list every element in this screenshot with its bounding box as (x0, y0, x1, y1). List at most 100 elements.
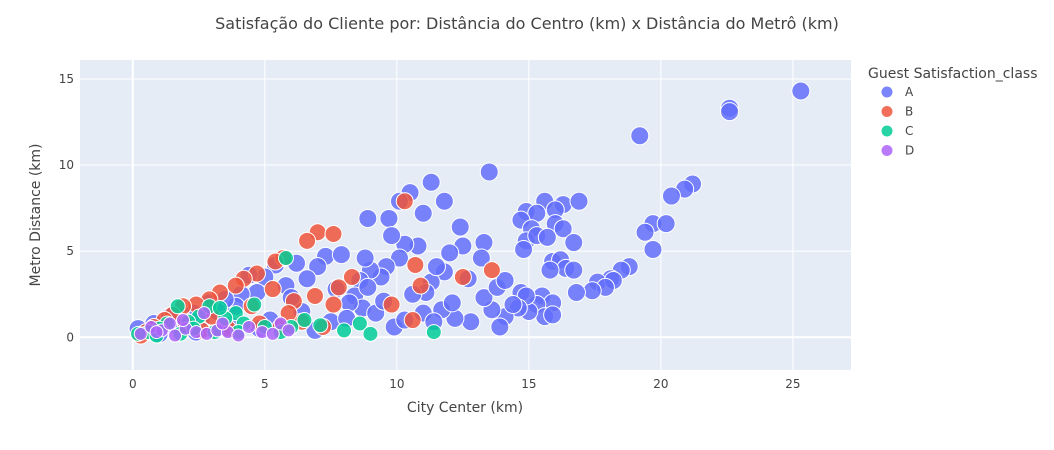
data-point-d (133, 326, 148, 341)
data-point-a (656, 214, 676, 234)
x-tick-labels: 0 5 10 15 20 25 (129, 377, 801, 391)
data-point-d (215, 316, 230, 331)
data-point-c (362, 325, 379, 342)
data-point-b (411, 276, 430, 295)
data-point-d (149, 325, 164, 340)
data-point-a (355, 248, 375, 268)
data-point-a (413, 203, 433, 223)
data-point-a (442, 293, 462, 313)
data-point-a (358, 277, 378, 297)
x-tick-label: 15 (521, 377, 536, 391)
data-point-d (197, 306, 212, 321)
legend-item-d[interactable]: D (880, 144, 914, 158)
data-point-a (474, 288, 494, 308)
legend-label: A (905, 85, 914, 99)
x-tick-label: 25 (785, 377, 800, 391)
data-point-a (421, 172, 441, 192)
data-point-b (403, 311, 422, 330)
data-point-a (490, 317, 510, 337)
data-point-c (425, 324, 442, 341)
data-point-c (211, 300, 228, 316)
data-point-d (175, 313, 190, 328)
data-point-b (406, 255, 425, 274)
data-point-a (474, 233, 494, 253)
data-point-b (298, 231, 317, 250)
legend-marker (880, 85, 894, 99)
y-tick-label: 0 (66, 330, 74, 344)
data-point-a (564, 233, 584, 253)
data-point-a (643, 239, 663, 259)
data-point-a (331, 245, 351, 265)
data-point-a (358, 208, 378, 228)
data-point-a (461, 312, 481, 332)
y-axis-label: Metro Distance (km) (28, 144, 44, 287)
data-point-a (389, 248, 409, 268)
data-point-a (543, 305, 563, 325)
legend-marker (880, 105, 894, 118)
legend-marker (880, 144, 894, 157)
x-tick-label: 0 (129, 377, 137, 391)
data-point-b (226, 276, 245, 295)
data-point-b (342, 268, 361, 286)
data-point-a (537, 227, 557, 247)
y-tick-label: 10 (59, 158, 74, 172)
data-point-a (635, 222, 655, 242)
data-point-c (351, 315, 368, 332)
series-points (128, 81, 811, 345)
data-point-a (540, 260, 560, 280)
data-point-a (566, 283, 586, 302)
data-point-a (440, 243, 460, 263)
data-point-a (564, 260, 584, 280)
data-point-a (503, 295, 523, 315)
x-tick-label: 10 (389, 377, 404, 391)
y-tick-labels: 0 5 10 15 (59, 72, 74, 344)
data-point-a (382, 226, 402, 246)
data-point-c (277, 250, 294, 267)
data-point-b (382, 295, 401, 314)
data-point-c (246, 296, 263, 313)
data-point-b (324, 295, 343, 314)
data-point-a (434, 191, 454, 211)
legend-marker (880, 124, 894, 138)
x-axis-label: City Center (km) (407, 400, 523, 416)
data-point-a (450, 217, 470, 237)
data-point-c (336, 322, 353, 339)
data-point-b (395, 192, 414, 211)
data-point-d (168, 328, 183, 343)
legend-label: D (905, 144, 914, 158)
data-point-d (231, 328, 246, 343)
data-point-a (553, 219, 573, 239)
legend-item-a[interactable]: A (880, 85, 914, 99)
legend-title: Guest Satisfaction_class (868, 66, 1037, 82)
data-point-a (582, 281, 602, 301)
legend-label: C (905, 124, 913, 138)
data-point-a (630, 126, 650, 146)
data-point-b (453, 268, 472, 286)
legend-item-b[interactable]: B (880, 105, 913, 119)
data-point-a (308, 257, 328, 277)
data-point-a (339, 293, 359, 313)
chart-title: Satisfação do Cliente por: Distância do … (215, 14, 839, 33)
series-d (133, 306, 296, 343)
x-tick-label: 20 (653, 377, 668, 391)
legend-label: B (905, 105, 913, 119)
x-tick-label: 5 (261, 377, 269, 391)
legend-item-c[interactable]: C (880, 124, 913, 138)
y-tick-label: 15 (59, 72, 74, 86)
data-point-b (263, 280, 282, 299)
data-point-b (324, 224, 343, 243)
data-point-b (482, 261, 501, 280)
data-point-d (281, 323, 296, 338)
data-point-a (720, 102, 740, 122)
data-point-c (312, 317, 329, 334)
data-point-a (514, 239, 534, 259)
y-tick-label: 5 (66, 244, 74, 258)
data-point-a (495, 270, 515, 290)
data-point-c (296, 312, 313, 329)
data-point-a (426, 257, 446, 277)
data-point-a (661, 186, 681, 206)
data-point-b (329, 278, 348, 297)
data-point-a (471, 248, 491, 268)
